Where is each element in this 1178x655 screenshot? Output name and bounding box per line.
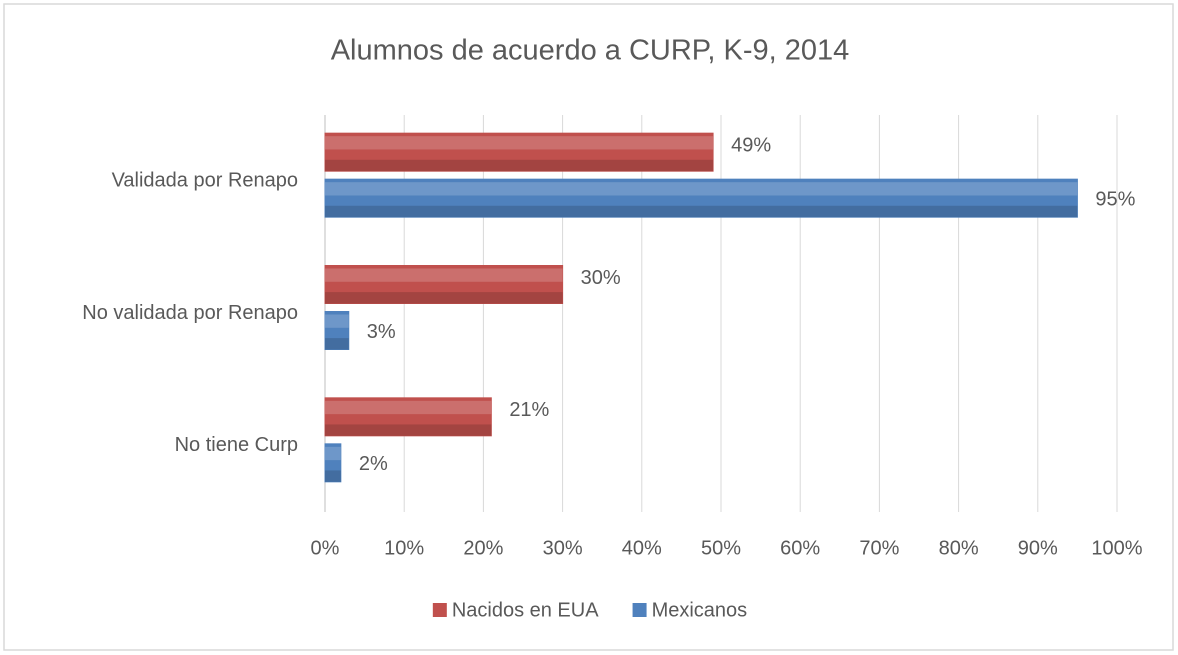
bar-shade — [325, 159, 714, 172]
bar — [324, 178, 1078, 218]
bar-shade — [325, 338, 349, 350]
bar-shade — [325, 205, 1078, 218]
x-tick-label: 60% — [780, 537, 820, 559]
data-label: 21% — [509, 399, 549, 421]
bar — [324, 265, 564, 304]
legend-label: Nacidos en EUA — [452, 599, 599, 621]
legend-swatch — [432, 603, 447, 617]
x-tick-label: 0% — [311, 537, 340, 559]
x-tick-label: 90% — [1018, 537, 1058, 559]
data-label: 2% — [359, 453, 388, 475]
bar — [324, 311, 350, 350]
chart-title: Alumnos de acuerdo a CURP, K-9, 2014 — [331, 35, 850, 67]
data-label: 49% — [731, 134, 771, 156]
x-tick-label: 10% — [384, 537, 424, 559]
x-tick-label: 40% — [622, 537, 662, 559]
bar-shine — [325, 314, 349, 328]
data-label: 3% — [367, 321, 396, 343]
x-tick-label: 100% — [1091, 537, 1142, 559]
x-tick-label: 70% — [859, 537, 899, 559]
bar — [324, 132, 714, 172]
legend-swatch — [632, 603, 647, 617]
bar-shine — [325, 446, 341, 461]
bar — [324, 397, 492, 437]
legend: Nacidos en EUA Mexicanos — [432, 599, 748, 621]
legend-label: Mexicanos — [652, 599, 748, 621]
bar-shine — [325, 182, 1078, 196]
bar-shine — [325, 136, 714, 150]
data-label: 95% — [1095, 188, 1135, 210]
x-tick-label: 20% — [463, 537, 503, 559]
chart-border — [3, 3, 1174, 651]
x-tick-label: 30% — [543, 537, 583, 559]
y-tick-label: No tiene Curp — [175, 434, 298, 456]
x-tick-label: 80% — [939, 537, 979, 559]
bar-shine — [325, 400, 492, 415]
data-label: 30% — [581, 267, 621, 289]
x-tick-label: 50% — [701, 537, 741, 559]
bar-shade — [325, 470, 341, 482]
bar — [324, 443, 342, 483]
y-tick-label: Validada por Renapo — [112, 169, 298, 191]
bar-shade — [325, 292, 563, 304]
y-tick-label: No validada por Renapo — [82, 302, 298, 324]
bar-shade — [325, 424, 492, 436]
bar-shine — [325, 268, 563, 282]
